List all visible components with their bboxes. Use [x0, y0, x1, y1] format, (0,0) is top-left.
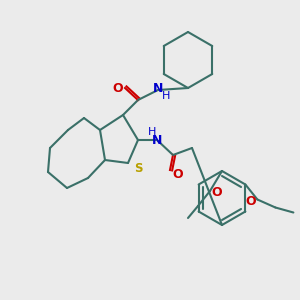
Text: N: N [152, 134, 162, 148]
Text: H: H [148, 127, 156, 137]
Text: O: O [245, 195, 256, 208]
Text: S: S [134, 161, 142, 175]
Text: N: N [153, 82, 163, 94]
Text: O: O [212, 187, 222, 200]
Text: O: O [173, 169, 183, 182]
Text: O: O [113, 82, 123, 94]
Text: H: H [162, 91, 170, 101]
